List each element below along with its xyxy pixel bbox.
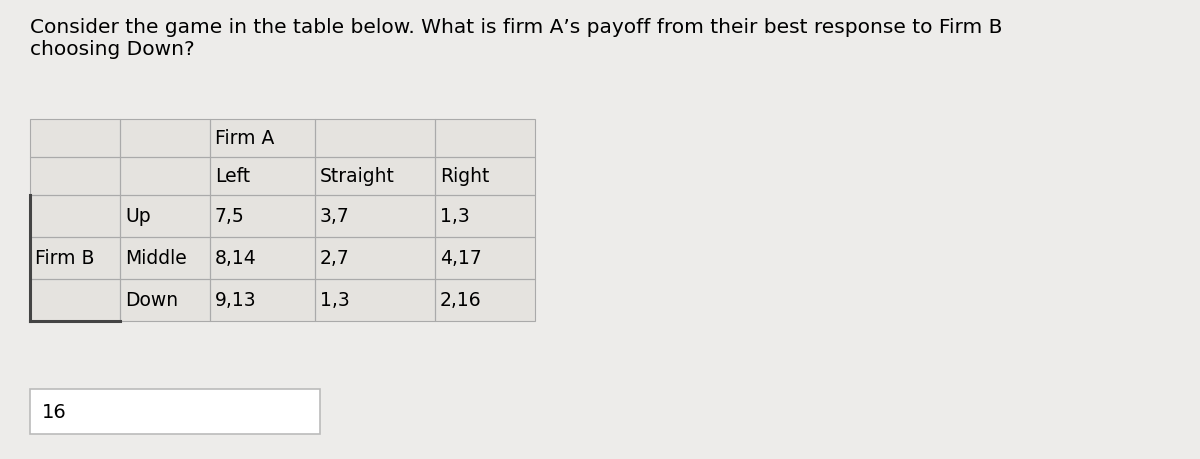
Bar bbox=[210, 280, 314, 321]
Text: Left: Left bbox=[215, 167, 250, 186]
Bar bbox=[210, 196, 314, 237]
Bar bbox=[30, 157, 120, 196]
Text: 4,17: 4,17 bbox=[440, 249, 481, 268]
Text: 7,5: 7,5 bbox=[215, 207, 245, 226]
Text: Down: Down bbox=[125, 291, 178, 310]
Bar bbox=[436, 120, 535, 157]
Text: 2,7: 2,7 bbox=[320, 249, 349, 268]
Text: 1,3: 1,3 bbox=[440, 207, 469, 226]
Text: Consider the game in the table below. What is firm A’s payoff from their best re: Consider the game in the table below. Wh… bbox=[30, 18, 1002, 59]
Text: 2,16: 2,16 bbox=[440, 291, 481, 310]
Bar bbox=[120, 196, 210, 237]
Bar bbox=[120, 237, 210, 280]
Bar bbox=[436, 196, 535, 237]
Bar bbox=[436, 157, 535, 196]
Bar bbox=[30, 280, 120, 321]
Bar bbox=[436, 280, 535, 321]
Text: 8,14: 8,14 bbox=[215, 249, 257, 268]
Bar bbox=[314, 196, 436, 237]
Text: Up: Up bbox=[125, 207, 151, 226]
Text: Straight: Straight bbox=[320, 167, 395, 186]
Bar bbox=[314, 120, 436, 157]
Bar bbox=[120, 280, 210, 321]
Text: Firm B: Firm B bbox=[35, 249, 95, 268]
Text: Firm A: Firm A bbox=[215, 129, 275, 148]
Bar bbox=[30, 389, 320, 434]
Bar bbox=[314, 237, 436, 280]
Bar bbox=[30, 196, 120, 237]
Text: 16: 16 bbox=[42, 402, 67, 421]
Bar bbox=[30, 120, 120, 157]
Bar bbox=[210, 237, 314, 280]
Bar bbox=[314, 280, 436, 321]
Bar bbox=[120, 120, 210, 157]
Text: Middle: Middle bbox=[125, 249, 187, 268]
Bar bbox=[120, 157, 210, 196]
Bar bbox=[30, 120, 535, 321]
Bar bbox=[314, 157, 436, 196]
Text: 1,3: 1,3 bbox=[320, 291, 349, 310]
Text: 3,7: 3,7 bbox=[320, 207, 349, 226]
Bar bbox=[436, 237, 535, 280]
Bar bbox=[30, 237, 120, 280]
Bar bbox=[210, 157, 314, 196]
Text: Right: Right bbox=[440, 167, 490, 186]
Text: 9,13: 9,13 bbox=[215, 291, 257, 310]
Bar bbox=[210, 120, 314, 157]
